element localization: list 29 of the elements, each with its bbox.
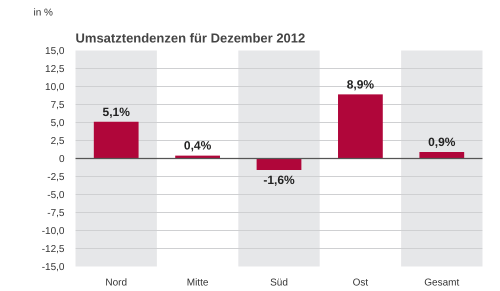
y-tick-label: -5,0 [47, 190, 65, 201]
data-label: 5,1% [102, 104, 130, 119]
x-tick-label: Mitte [186, 278, 209, 288]
y-tick-label: 15,0 [45, 46, 65, 57]
bar [419, 152, 464, 158]
y-tick-label: 12,5 [45, 64, 65, 75]
x-tick-label: Nord [105, 278, 128, 288]
y-tick-label: 2,5 [50, 136, 65, 147]
y-tick-label: 7,5 [50, 100, 65, 111]
x-tick-label: Süd [270, 278, 288, 288]
y-axis-title: in % [34, 8, 54, 18]
data-label: -1,6% [263, 173, 296, 188]
y-tick-label: -15,0 [42, 262, 65, 273]
data-label: 0,4% [184, 138, 212, 153]
bar [256, 158, 302, 170]
x-tick-label: Gesamt [424, 278, 460, 288]
data-label: 8,9% [346, 77, 374, 92]
y-tick-label: 10,0 [45, 82, 65, 93]
y-tick-label: -7,5 [47, 208, 65, 219]
y-tick-label: -10,0 [42, 226, 65, 237]
bar [338, 94, 383, 158]
y-tick-label: 5,0 [50, 118, 65, 129]
y-tick-label: -12,5 [42, 244, 65, 255]
bar [94, 122, 139, 158]
x-tick-label: Ost [352, 278, 368, 288]
y-tick-label: -2,5 [47, 172, 65, 183]
y-tick-label: 0 [58, 154, 65, 165]
data-label: 0,9% [428, 135, 456, 150]
chart-title: Umsatztendenzen für Dezember 2012 [76, 30, 306, 46]
